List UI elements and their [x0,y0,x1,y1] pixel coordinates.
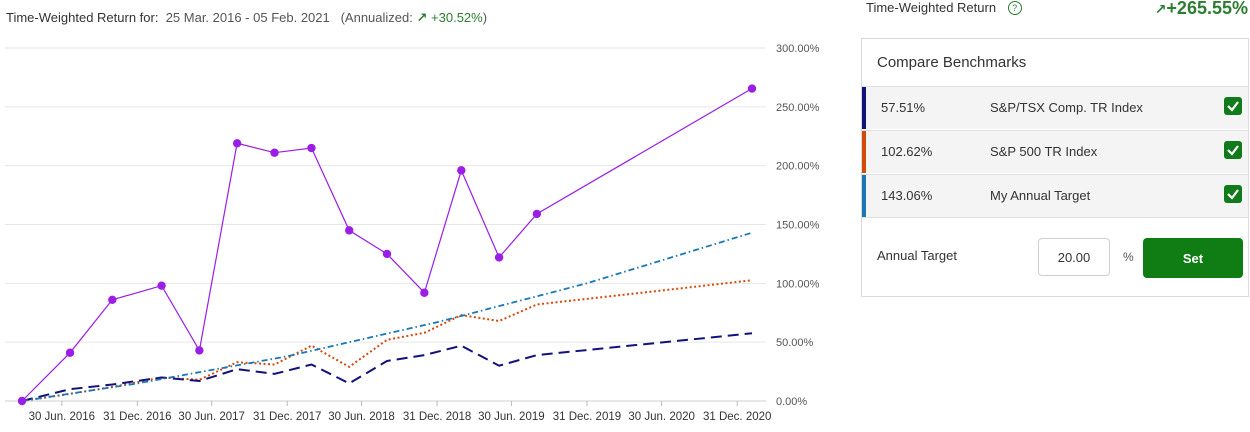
data-point [457,166,466,175]
arrow-up-icon: ↗ [416,10,428,25]
series-line [21,87,753,402]
series-color-bar [862,175,866,217]
benchmark-name: My Annual Target [990,188,1091,203]
header-label: Time-Weighted Return for: [6,10,159,25]
benchmark-checkbox[interactable] [1224,185,1242,203]
x-tick-label: 31 Dec. 2019 [553,411,621,423]
benchmark-pct: 102.62% [881,144,933,159]
x-tick-label: 30 Jun. 2016 [29,411,96,423]
y-axis: 0.00% 50.00% 100.00% 150.00% 200.00% 250.00% 3… [776,43,820,408]
twr-label: Time-Weighted Return [866,0,997,15]
annual-target-input[interactable] [1038,238,1110,276]
data-point [345,226,354,235]
data-point [532,209,542,219]
data-point [232,139,242,148]
annualized-prefix: (Annualized: [340,10,413,25]
x-axis: 30 Jun. 2016 31 Dec. 2016 30 Jun. 2017 31 D… [29,401,771,423]
return-chart: 0.00% 50.00% 100.00% 150.00% 200.00% 250.00% 3… [5,43,820,423]
data-point [747,84,757,93]
series-color-bar [862,131,866,173]
annualized-suffix: ) [482,10,488,25]
x-tick-label: 31 Dec. 2018 [403,411,471,423]
x-tick-label: 30 Jun. 2018 [328,411,395,423]
annual-target-label: Annual Target [877,248,957,263]
chart-lines [21,87,753,402]
benchmark-checkbox[interactable] [1224,141,1242,159]
chart-grid [5,47,766,402]
compare-benchmarks-panel: Compare Benchmarks 57.51% S&P/TSX Comp. … [861,38,1249,297]
chart-header: Time-Weighted Return for: 25 Mar. 2016 -… [6,10,487,26]
data-point [108,295,117,305]
data-point [420,288,429,297]
benchmark-name: S&P/TSX Comp. TR Index [990,100,1143,115]
x-tick-label: 31 Dec. 2020 [703,411,771,423]
series-line [21,332,753,402]
x-tick-label: 30 Jun. 2019 [478,411,545,423]
x-tick-label: 31 Dec. 2017 [253,411,321,423]
y-tick-label: 100.00% [776,278,820,290]
benchmark-name: S&P 500 TR Index [990,144,1098,159]
x-tick-label: 30 Jun. 2017 [178,411,245,423]
benchmark-row: 102.62% S&P 500 TR Index [862,130,1248,173]
chart-points [17,84,757,406]
data-point [17,396,27,406]
benchmark-pct: 143.06% [881,188,933,203]
series-line [21,231,753,402]
benchmark-row: 143.06% My Annual Target [862,174,1248,218]
benchmark-pct: 57.51% [881,100,926,115]
benchmark-checkbox[interactable] [1224,97,1242,115]
checkmark-icon [1227,189,1239,200]
data-point [157,281,166,290]
data-point [195,346,204,355]
data-point [270,148,279,157]
benchmark-row: 57.51% S&P/TSX Comp. TR Index [862,86,1248,129]
y-tick-label: 50.00% [776,337,814,349]
x-tick-label: 30 Jun. 2020 [628,411,695,423]
y-tick-label: 250.00% [776,102,820,114]
data-point [494,253,504,262]
checkmark-icon [1227,145,1239,156]
annualized-value: +30.52% [431,10,483,25]
y-tick-label: 300.00% [776,43,820,55]
twr-summary: Time-Weighted Return ? ↗+265.55% [866,0,1250,18]
y-tick-label: 0.00% [776,396,807,408]
annual-target-unit: % [1123,250,1134,264]
arrow-up-icon: ↗ [1154,1,1167,17]
panel-title: Compare Benchmarks [877,54,1027,71]
y-tick-label: 200.00% [776,161,820,173]
data-point [307,143,316,153]
twr-value: ↗+265.55% [1155,0,1248,19]
data-point [65,348,75,357]
date-range: 25 Mar. 2016 - 05 Feb. 2021 [165,10,330,25]
data-point [382,249,392,259]
series-color-bar [862,87,866,129]
twr-value-text: +265.55% [1166,0,1248,18]
y-tick-label: 150.00% [776,220,820,232]
checkmark-icon [1227,101,1239,112]
series-line [21,279,753,402]
question-icon[interactable]: ? [1007,1,1022,15]
x-tick-label: 31 Dec. 2016 [103,411,171,423]
set-button[interactable]: Set [1143,238,1243,278]
